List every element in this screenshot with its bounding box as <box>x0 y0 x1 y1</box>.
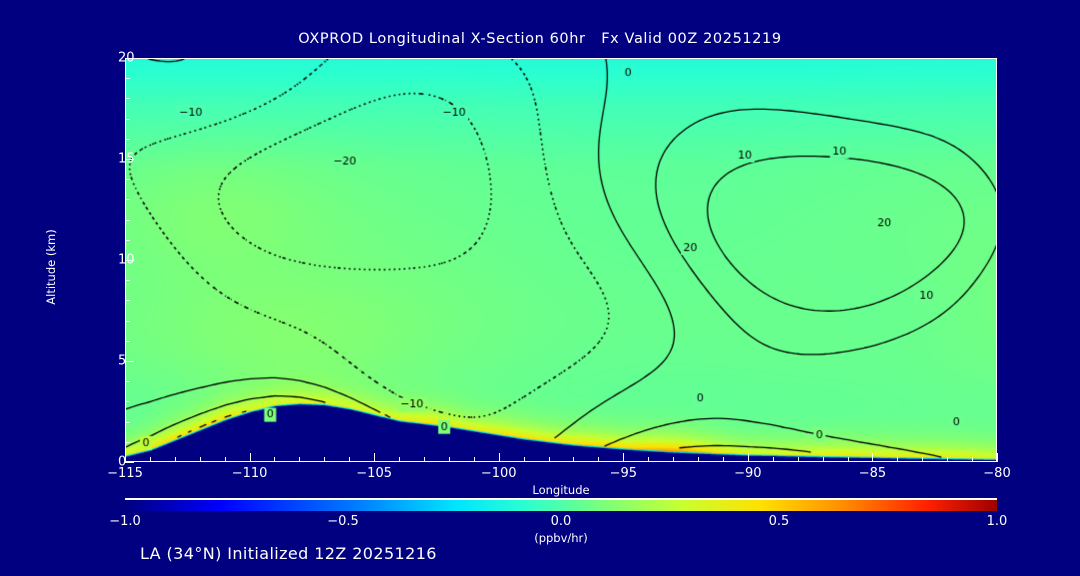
axis-tick <box>125 280 130 281</box>
axis-tick <box>499 453 500 462</box>
axis-tick <box>200 457 201 462</box>
axis-tick <box>573 457 574 462</box>
axis-tick <box>125 260 134 261</box>
colorbar-gradient <box>125 498 997 511</box>
axis-tick <box>648 457 649 462</box>
axis-tick <box>125 401 130 402</box>
axis-tick <box>225 457 226 462</box>
axis-tick <box>125 119 130 120</box>
axis-tick <box>773 457 774 462</box>
axis-tick <box>125 422 130 423</box>
x-tick-label: −105 <box>356 466 392 481</box>
axis-tick <box>324 457 325 462</box>
axis-tick <box>125 381 130 382</box>
axis-tick <box>125 442 130 443</box>
y-axis-title: Altitude (km) <box>44 229 58 305</box>
axis-tick <box>748 453 749 462</box>
axis-tick <box>125 199 130 200</box>
colorbar-tick-label: −0.5 <box>327 514 359 529</box>
axis-tick <box>125 341 130 342</box>
axis-tick <box>349 457 350 462</box>
axis-tick <box>125 462 134 463</box>
axis-tick <box>723 457 724 462</box>
axis-tick <box>673 457 674 462</box>
colorbar-tick-label: 1.0 <box>986 514 1008 529</box>
axis-tick <box>125 220 130 221</box>
axis-tick <box>125 453 126 462</box>
axis-tick <box>449 457 450 462</box>
x-tick-label: −110 <box>231 466 268 481</box>
figure-title: OXPROD Longitudinal X-Section 60hr Fx Va… <box>298 31 782 47</box>
plot-area <box>125 58 997 462</box>
axis-tick <box>299 457 300 462</box>
colorbar-tick-label: −1.0 <box>109 514 141 529</box>
axis-tick <box>125 240 130 241</box>
y-tick-label: 15 <box>118 151 135 167</box>
axis-tick <box>250 453 251 462</box>
colorbar <box>125 498 997 511</box>
y-tick-label: 10 <box>118 252 135 268</box>
axis-tick <box>897 457 898 462</box>
axis-tick <box>549 457 550 462</box>
axis-tick <box>798 457 799 462</box>
x-tick-label: −95 <box>609 466 637 481</box>
axis-tick <box>399 457 400 462</box>
x-axis-title: Longitude <box>532 483 590 497</box>
axis-tick <box>125 300 130 301</box>
axis-tick <box>274 457 275 462</box>
y-tick-label: 0 <box>118 454 127 470</box>
axis-tick <box>125 159 134 160</box>
axis-tick <box>474 457 475 462</box>
axis-tick <box>997 453 998 462</box>
colorbar-tick-label: 0.0 <box>550 514 572 529</box>
axis-tick <box>125 98 130 99</box>
x-tick-label: −85 <box>858 466 887 481</box>
axis-tick <box>872 453 873 462</box>
axis-tick <box>150 457 151 462</box>
x-tick-label: −100 <box>480 466 517 481</box>
axis-tick <box>972 457 973 462</box>
axis-tick <box>175 457 176 462</box>
y-tick-label: 20 <box>118 50 135 66</box>
axis-tick <box>947 457 948 462</box>
axis-tick <box>922 457 923 462</box>
axis-tick <box>125 179 130 180</box>
axis-tick <box>848 457 849 462</box>
axis-tick <box>125 58 134 59</box>
colorbar-tick-label: 0.5 <box>768 514 790 529</box>
x-tick-label: −90 <box>734 466 762 481</box>
axis-tick <box>823 457 824 462</box>
axis-tick <box>125 321 130 322</box>
cross-section-heatmap <box>126 59 996 461</box>
axis-tick <box>524 457 525 462</box>
colorbar-units-label: (ppbv/hr) <box>534 531 588 545</box>
axis-tick <box>623 453 624 462</box>
axis-tick <box>125 139 130 140</box>
axis-tick <box>698 457 699 462</box>
x-tick-label: −115 <box>107 466 143 481</box>
axis-tick <box>424 457 425 462</box>
axis-tick <box>374 453 375 462</box>
y-tick-label: 5 <box>118 353 127 369</box>
x-tick-label: −80 <box>983 466 1011 481</box>
axis-tick <box>598 457 599 462</box>
footer-caption: LA (34°N) Initialized 12Z 20251216 <box>140 544 437 563</box>
axis-tick <box>125 78 130 79</box>
axis-tick <box>125 361 134 362</box>
